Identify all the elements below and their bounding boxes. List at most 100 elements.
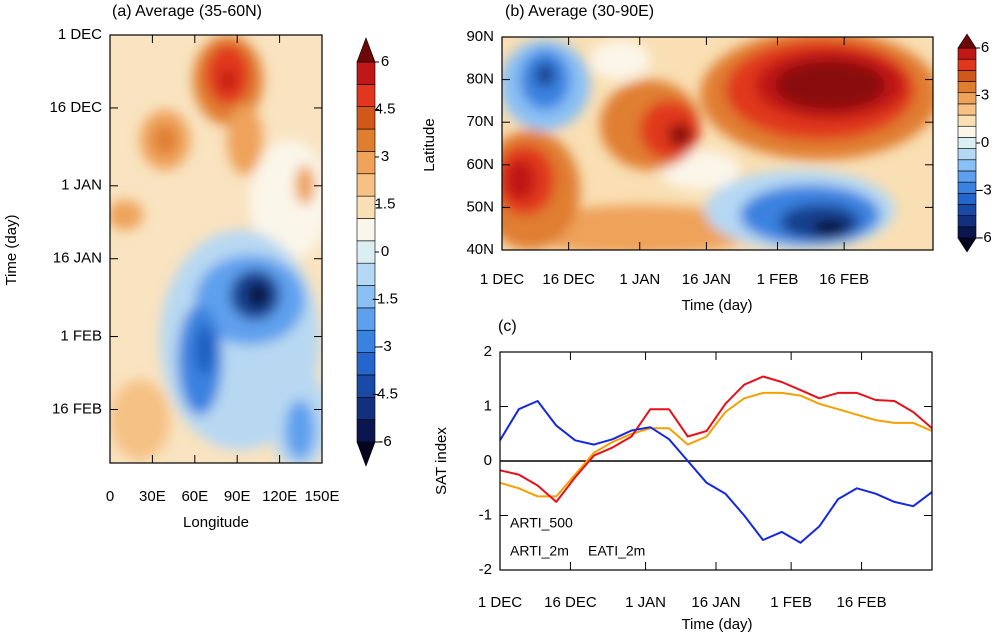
colorbar-swatch	[356, 240, 376, 264]
x-tick-label: 16 FEB	[819, 271, 869, 288]
y-tick-label: 1 JAN	[61, 177, 102, 194]
plot-frame	[499, 351, 933, 571]
colorbar-triangle	[356, 441, 376, 467]
colorbar-swatch	[957, 103, 977, 116]
y-tick-label: 2	[484, 343, 492, 360]
x-tick-label: 30E	[139, 488, 166, 505]
colorbar-swatch	[957, 170, 977, 183]
y-tick-label: 1 DEC	[58, 26, 102, 43]
colorbar-swatch	[957, 148, 977, 161]
y-axis-label: Latitude	[421, 118, 438, 171]
colorbar-swatch	[356, 218, 376, 242]
colorbar-swatch	[356, 106, 376, 130]
field-a	[110, 35, 322, 463]
colorbar-label: 3	[981, 86, 989, 103]
y-tick-label: 1 FEB	[60, 328, 102, 345]
legend-entry: ARTI_500	[510, 515, 573, 531]
y-tick-label: 90N	[466, 28, 494, 45]
x-axis-label: Time (day)	[681, 616, 752, 633]
x-axis-label: Time (day)	[681, 297, 752, 314]
y-tick-label: 80N	[466, 71, 494, 88]
colorbar-swatch	[957, 137, 977, 149]
colorbar-swatch	[356, 419, 376, 443]
x-tick-label: 16 FEB	[837, 594, 887, 611]
y-tick-label: 40N	[466, 241, 494, 258]
colorbar-label: -6	[978, 229, 991, 246]
x-axis-label: Longitude	[183, 514, 249, 531]
colorbar-swatch	[957, 70, 977, 82]
panel-title: (c)	[498, 318, 517, 335]
x-tick-label: 1 FEB	[770, 594, 812, 611]
y-tick-label: 16 JAN	[53, 250, 102, 267]
colorbar-triangle	[957, 237, 977, 253]
y-tick-label: 16 DEC	[49, 99, 102, 116]
colorbar-swatch	[356, 151, 376, 175]
x-tick-label: 1 JAN	[625, 594, 666, 611]
colorbar-swatch	[957, 125, 977, 138]
colorbar-swatch	[356, 352, 376, 376]
colorbar-label: 6	[981, 39, 989, 56]
x-tick-label: 16 JAN	[682, 271, 731, 288]
colorbar-swatch	[356, 61, 376, 85]
y-tick-label: 50N	[466, 198, 494, 215]
colorbar-swatch	[957, 114, 977, 127]
plot-frame	[501, 36, 934, 251]
colorbar-label: 3	[381, 148, 389, 165]
y-tick-label: 16 FEB	[52, 400, 102, 417]
y-tick-label: -2	[479, 561, 492, 578]
y-axis-label: SAT index	[433, 427, 450, 495]
x-tick-label: 60E	[181, 488, 208, 505]
series-line	[499, 391, 933, 498]
colorbar-swatch	[957, 47, 977, 60]
x-tick-label: 16 JAN	[691, 594, 740, 611]
x-tick-label: 1 DEC	[480, 271, 524, 288]
colorbar-swatch	[957, 81, 977, 94]
x-tick-label: 0	[106, 488, 114, 505]
y-tick-label: -1	[479, 506, 492, 523]
y-tick-label: 70N	[466, 113, 494, 130]
series-line	[499, 400, 933, 544]
colorbar-swatch	[356, 173, 376, 197]
colorbar-label: 4.5	[375, 100, 396, 117]
x-tick-label: 90E	[224, 488, 251, 505]
colorbar-swatch	[957, 92, 977, 105]
colorbar-label: -1.5	[372, 290, 398, 307]
colorbar-swatch	[957, 159, 977, 172]
colorbar-swatch	[356, 307, 376, 331]
panel-title: (b) Average (30-90E)	[505, 3, 654, 20]
plot-frame	[109, 34, 323, 464]
x-tick-label: 16 DEC	[542, 271, 595, 288]
colorbar-swatch	[356, 329, 376, 353]
colorbar-label: 0	[381, 243, 389, 260]
x-tick-label: 1 JAN	[619, 271, 660, 288]
y-tick-label: 1	[484, 397, 492, 414]
colorbar-label: -3	[978, 181, 991, 198]
x-tick-label: 120E	[262, 488, 297, 505]
colorbar-swatch	[957, 204, 977, 216]
colorbar-swatch	[957, 181, 977, 194]
y-tick-label: 60N	[466, 156, 494, 173]
colorbar-triangle	[356, 37, 376, 63]
colorbar-swatch	[356, 128, 376, 152]
colorbar-label: 0	[981, 134, 989, 151]
colorbar-swatch	[356, 195, 376, 219]
legend-entry: EATI_2m	[588, 543, 645, 559]
y-tick-label: 0	[484, 452, 492, 469]
field-b	[502, 37, 933, 250]
colorbar-swatch	[356, 262, 376, 286]
colorbar-label: 1.5	[375, 195, 396, 212]
colorbar-label: -6	[378, 433, 391, 450]
x-tick-label: 1 FEB	[757, 271, 799, 288]
colorbar-swatch	[957, 58, 977, 71]
y-axis-label: Time (day)	[3, 214, 20, 285]
colorbar-swatch	[957, 215, 977, 228]
colorbar-label: -4.5	[372, 385, 398, 402]
x-tick-label: 150E	[304, 488, 339, 505]
colorbar-label: 6	[381, 53, 389, 70]
colorbar-triangle	[957, 33, 977, 49]
colorbar-swatch	[356, 84, 376, 108]
legend-entry: ARTI_2m	[510, 543, 569, 559]
colorbar-swatch	[957, 192, 977, 205]
panel-title: (a) Average (35-60N)	[112, 3, 262, 20]
x-tick-label: 1 DEC	[478, 594, 522, 611]
